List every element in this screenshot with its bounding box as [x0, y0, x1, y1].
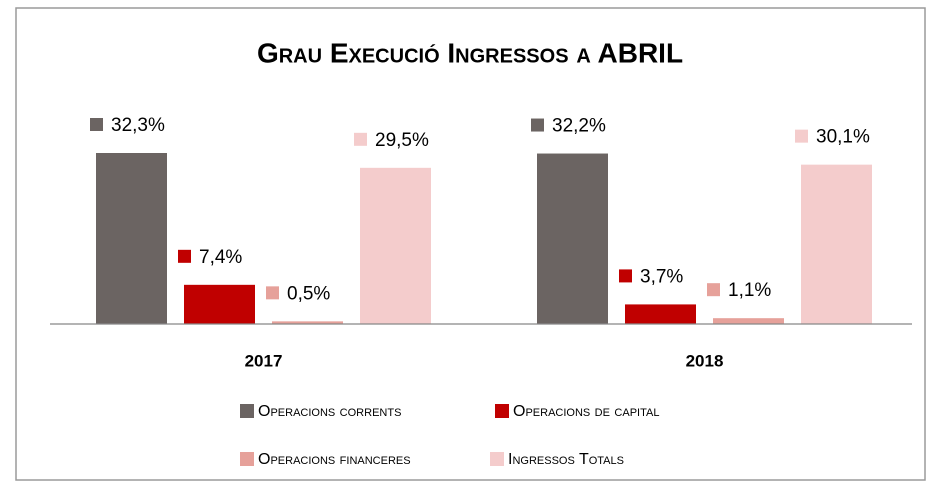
label-key — [354, 132, 367, 146]
bar — [96, 153, 167, 324]
bar — [360, 167, 431, 324]
value-label: 32,3% — [111, 115, 165, 136]
label-key — [266, 286, 279, 300]
value-label: 29,5% — [375, 130, 429, 151]
label-key — [795, 129, 808, 143]
bar — [537, 153, 608, 324]
legend-key — [240, 452, 254, 466]
label-key — [178, 249, 191, 263]
bar — [272, 321, 343, 324]
legend-key — [495, 404, 509, 418]
value-label: 7,4% — [199, 247, 242, 268]
value-label: 0,5% — [287, 283, 330, 304]
value-label: 3,7% — [640, 266, 683, 287]
value-label: 1,1% — [728, 280, 771, 301]
x-tick-label: 2017 — [245, 351, 283, 370]
legend-key — [240, 404, 254, 418]
legend-label: Operacions de capital — [513, 403, 659, 420]
legend-label: Operacions corrents — [258, 403, 401, 420]
value-label: 32,2% — [552, 116, 606, 137]
x-tick-label: 2018 — [686, 351, 724, 370]
label-key — [531, 118, 544, 132]
bar — [713, 318, 784, 324]
bar — [625, 304, 696, 324]
legend-label: Operacions financeres — [258, 451, 411, 468]
chart-frame — [15, 7, 926, 481]
legend-label: Ingressos Totals — [508, 451, 624, 468]
value-label: 30,1% — [816, 127, 870, 148]
bar — [801, 164, 872, 324]
label-key — [619, 269, 632, 283]
chart-title: Grau Execució Ingressos a ABRIL — [257, 37, 683, 68]
legend-key — [490, 452, 504, 466]
bar — [184, 284, 255, 324]
label-key — [90, 118, 103, 131]
label-key — [707, 283, 720, 297]
